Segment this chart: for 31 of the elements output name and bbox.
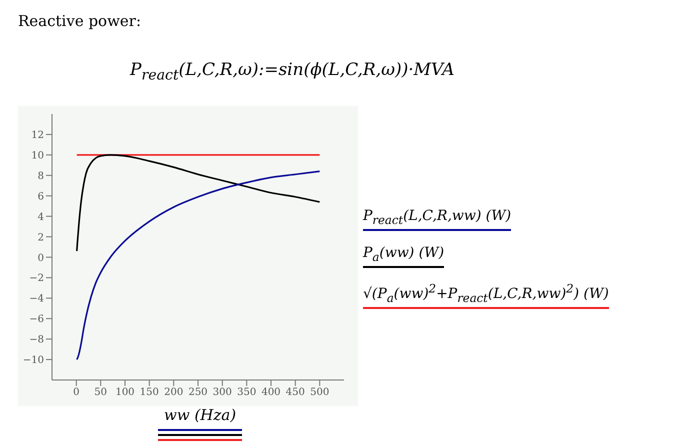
y-tick-label: −6 (29, 314, 44, 326)
x-tick-label: 0 (73, 387, 80, 398)
y-tick-label: −10 (22, 355, 44, 366)
y-tick-label: 0 (38, 252, 44, 264)
y-tick-label: 2 (38, 232, 44, 244)
y-tick-label: 4 (38, 212, 44, 223)
y-tick-label: 10 (31, 150, 44, 162)
text: P$_{react}$(L,C,R,ww) (W) (363, 208, 512, 227)
y-tick-label: −8 (29, 334, 44, 346)
x-tick-label: 150 (140, 387, 159, 398)
x-tick-label: 250 (188, 387, 208, 398)
x-tick-label: 200 (164, 387, 184, 398)
x-tick-label: 350 (237, 387, 256, 398)
y-tick-label: −2 (29, 273, 44, 284)
chart-title: Reactive power: (18, 12, 142, 30)
y-tick-label: 8 (38, 170, 44, 182)
chart-subtitle: P$_{react}$(L,C,R,ω):=sin(ϕ(L,C,R,ω))·MVA (130, 60, 454, 84)
text: P$_{a}$(ww) (W) (363, 244, 444, 264)
x-tick-label: 50 (94, 387, 108, 398)
text: √(P$_{a}$(ww)$^{2}$+P$_{react}$(L,C,R,ww)$^{2}$) (W) (363, 282, 609, 306)
x-tick-label: 300 (212, 387, 232, 398)
x-tick-label: 450 (286, 387, 305, 398)
y-tick-label: 12 (31, 130, 44, 142)
line-series (76, 170, 320, 360)
line-series (76, 154, 320, 252)
x-tick-label: 500 (310, 387, 330, 398)
x-tick-label: 100 (115, 387, 135, 398)
y-tick-label: −4 (29, 294, 44, 305)
x-tick-label: 400 (261, 387, 281, 398)
x-axis-title: ww (Hza) (163, 406, 238, 426)
y-tick-label: 6 (38, 191, 44, 202)
